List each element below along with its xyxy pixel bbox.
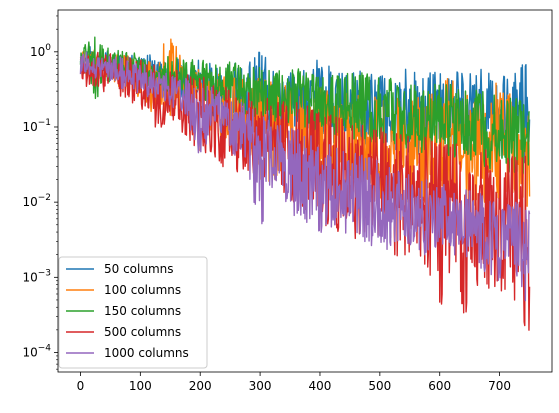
- legend: 50 columns 100 columns 150 columns 500 colu…: [58, 256, 208, 369]
- series-layer: [79, 36, 531, 331]
- x-axis: 0 100 200 300 400 500 600 700: [77, 372, 511, 393]
- y-tick-label: 10−1: [22, 118, 51, 134]
- x-tick-label: 100: [129, 379, 152, 393]
- y-tick-label: 10−4: [22, 343, 51, 359]
- y-tick-label: 100: [30, 43, 51, 59]
- legend-label: 50 columns: [104, 262, 174, 276]
- legend-box: [58, 256, 208, 369]
- x-tick-label: 700: [488, 379, 511, 393]
- legend-label: 500 columns: [104, 325, 181, 339]
- x-tick-label: 0: [77, 379, 85, 393]
- plot-frame: [57, 9, 553, 373]
- x-tick-label: 300: [249, 379, 272, 393]
- x-tick-label: 400: [309, 379, 332, 393]
- y-tick-label: 10−3: [22, 268, 51, 284]
- x-tick-label: 500: [368, 379, 391, 393]
- y-axis: 10−4 10−3 10−2 10−1 100: [22, 15, 58, 370]
- y-tick-label: 10−2: [22, 193, 51, 209]
- x-tick-label: 600: [428, 379, 451, 393]
- legend-label: 1000 columns: [104, 346, 189, 360]
- legend-label: 150 columns: [104, 304, 181, 318]
- series-line-5: [79, 51, 531, 302]
- legend-label: 100 columns: [104, 283, 181, 297]
- x-tick-label: 200: [189, 379, 212, 393]
